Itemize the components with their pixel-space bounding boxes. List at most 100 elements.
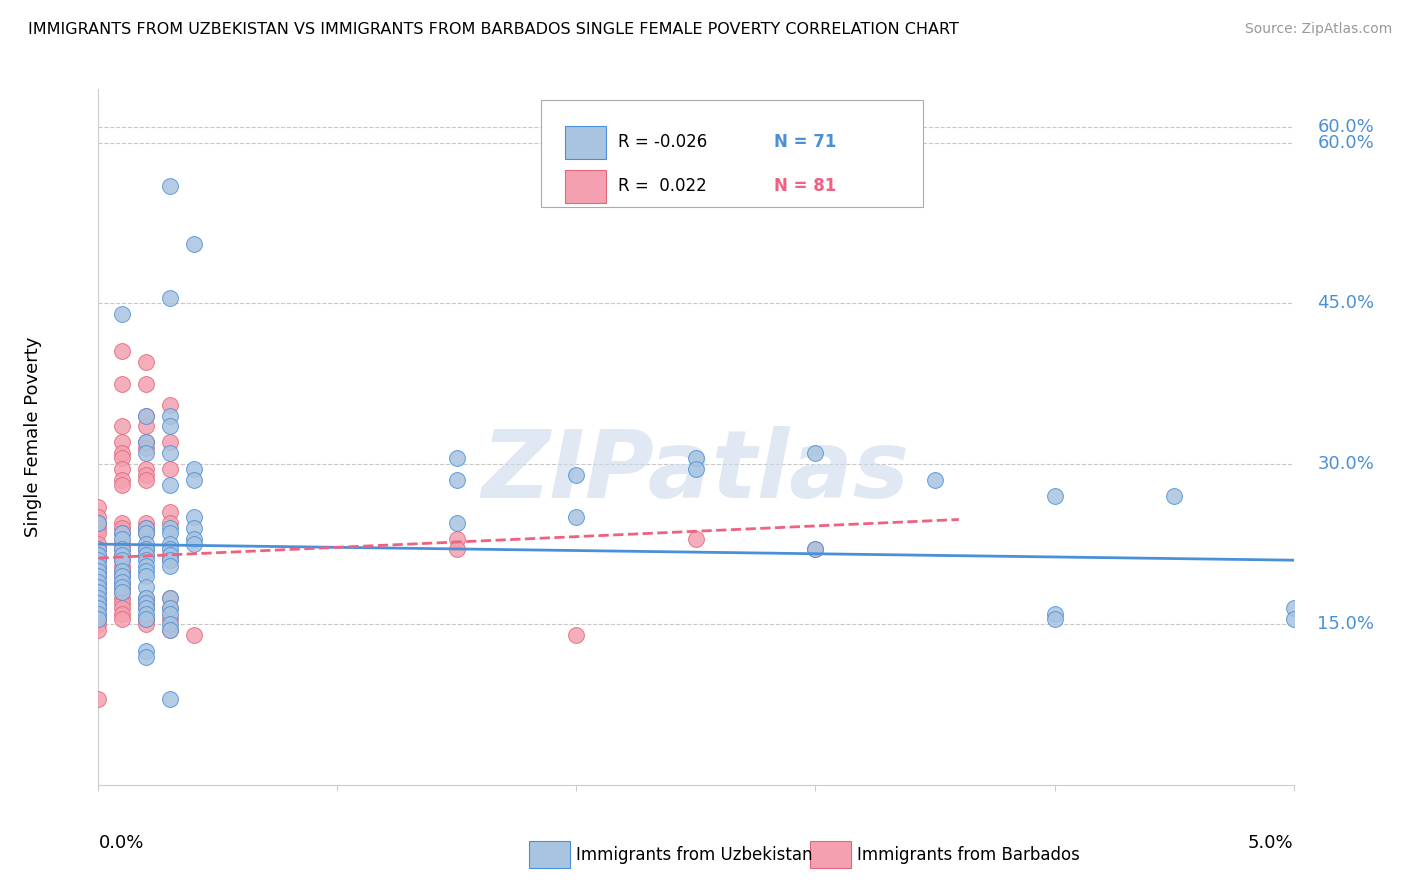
Point — [135, 558, 157, 573]
Point — [804, 542, 827, 557]
Point — [135, 435, 157, 450]
Point — [1282, 601, 1305, 615]
Point — [135, 596, 157, 610]
Point — [111, 537, 134, 551]
Point — [183, 628, 205, 642]
Point — [111, 344, 134, 359]
Point — [87, 580, 110, 594]
Point — [87, 692, 110, 706]
Point — [111, 307, 134, 321]
Point — [446, 473, 468, 487]
Point — [87, 574, 110, 589]
Point — [135, 441, 157, 455]
Point — [111, 542, 134, 557]
Point — [183, 521, 205, 535]
Point — [87, 585, 110, 599]
Point — [87, 526, 110, 541]
FancyBboxPatch shape — [540, 100, 922, 208]
Point — [159, 462, 181, 476]
Point — [135, 569, 157, 583]
Point — [1043, 607, 1066, 621]
Point — [159, 617, 181, 632]
Point — [87, 607, 110, 621]
Point — [87, 601, 110, 615]
Point — [135, 537, 157, 551]
Point — [111, 478, 134, 492]
Point — [111, 569, 134, 583]
Point — [159, 601, 181, 615]
Point — [111, 548, 134, 562]
FancyBboxPatch shape — [810, 840, 851, 869]
Point — [135, 542, 157, 557]
Point — [87, 591, 110, 605]
Point — [87, 612, 110, 626]
Point — [924, 473, 946, 487]
Point — [159, 542, 181, 557]
Text: ZIPatlas: ZIPatlas — [482, 425, 910, 518]
Point — [111, 462, 134, 476]
Point — [111, 580, 134, 594]
Point — [111, 564, 134, 578]
Point — [87, 601, 110, 615]
Point — [111, 451, 134, 466]
Point — [135, 564, 157, 578]
Point — [87, 542, 110, 557]
Point — [111, 376, 134, 391]
Point — [135, 553, 157, 567]
Point — [135, 596, 157, 610]
Point — [685, 532, 707, 546]
Point — [87, 607, 110, 621]
Point — [183, 510, 205, 524]
Point — [446, 532, 468, 546]
Text: 45.0%: 45.0% — [1317, 294, 1375, 312]
Point — [159, 435, 181, 450]
Point — [159, 291, 181, 305]
Text: 15.0%: 15.0% — [1317, 615, 1375, 633]
Point — [111, 612, 134, 626]
Point — [135, 548, 157, 562]
Text: 30.0%: 30.0% — [1317, 455, 1374, 473]
Point — [159, 623, 181, 637]
Point — [111, 521, 134, 535]
Point — [87, 596, 110, 610]
Text: 5.0%: 5.0% — [1249, 834, 1294, 852]
Point — [87, 521, 110, 535]
Point — [159, 553, 181, 567]
Point — [87, 510, 110, 524]
Point — [111, 564, 134, 578]
Point — [87, 548, 110, 562]
Point — [135, 617, 157, 632]
Text: 60.0%: 60.0% — [1317, 134, 1374, 152]
Point — [111, 585, 134, 599]
Point — [159, 607, 181, 621]
Point — [135, 548, 157, 562]
Point — [87, 612, 110, 626]
Text: Source: ZipAtlas.com: Source: ZipAtlas.com — [1244, 22, 1392, 37]
Point — [135, 462, 157, 476]
Point — [159, 591, 181, 605]
Point — [135, 649, 157, 664]
Text: 0.0%: 0.0% — [98, 834, 143, 852]
Point — [135, 376, 157, 391]
Point — [183, 537, 205, 551]
Text: 60.0%: 60.0% — [1317, 118, 1374, 136]
Point — [87, 558, 110, 573]
Point — [111, 419, 134, 434]
Point — [111, 601, 134, 615]
Point — [135, 409, 157, 423]
Point — [135, 612, 157, 626]
Point — [804, 446, 827, 460]
Point — [565, 510, 588, 524]
Point — [135, 355, 157, 369]
Text: IMMIGRANTS FROM UZBEKISTAN VS IMMIGRANTS FROM BARBADOS SINGLE FEMALE POVERTY COR: IMMIGRANTS FROM UZBEKISTAN VS IMMIGRANTS… — [28, 22, 959, 37]
Point — [159, 558, 181, 573]
Point — [159, 398, 181, 412]
Point — [1163, 489, 1185, 503]
Point — [87, 574, 110, 589]
Point — [135, 467, 157, 482]
Point — [87, 564, 110, 578]
Point — [135, 612, 157, 626]
Point — [183, 532, 205, 546]
Point — [87, 542, 110, 557]
Point — [111, 569, 134, 583]
